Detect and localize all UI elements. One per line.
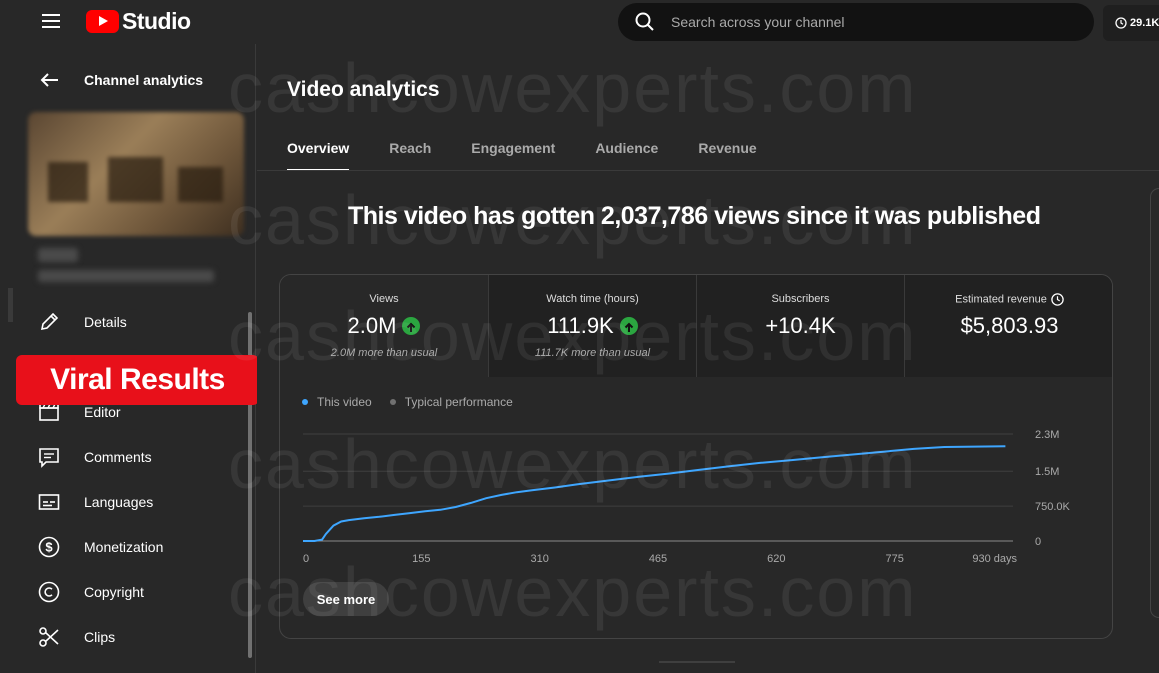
sidebar-item-label: Comments bbox=[84, 449, 152, 465]
metric-note: 2.0M more than usual bbox=[330, 347, 438, 359]
search-bar[interactable]: Search across your channel bbox=[618, 3, 1094, 41]
tab-overview[interactable]: Overview bbox=[287, 140, 350, 171]
legend-typical-performance: Typical performance bbox=[389, 395, 513, 409]
clock-icon bbox=[1051, 293, 1064, 306]
metric-value: 2.0M bbox=[347, 313, 397, 338]
y-tick-label: 750.0K bbox=[1035, 501, 1071, 513]
y-tick-label: 1.5M bbox=[1035, 466, 1059, 478]
next-card-edge bbox=[1150, 188, 1159, 618]
top-bar: Studio Search across your channel 29.1K bbox=[0, 0, 1159, 44]
menu-icon[interactable] bbox=[42, 14, 60, 28]
metric-note: 111.7K more than usual bbox=[534, 347, 651, 359]
series-line-this-video[interactable] bbox=[303, 445, 1006, 542]
sidebar-item-label: Copyright bbox=[84, 584, 144, 600]
sidebar-divider-mark bbox=[8, 288, 13, 322]
search-icon bbox=[635, 12, 654, 31]
metric-name: Watch time (hours) bbox=[546, 293, 639, 305]
svg-text:$: $ bbox=[45, 540, 53, 555]
sidebar-item-label: Monetization bbox=[84, 539, 164, 555]
see-more-button[interactable]: See more bbox=[303, 582, 389, 616]
sidebar-item-label: Clips bbox=[84, 629, 116, 645]
sidebar-item-languages[interactable]: Languages bbox=[38, 490, 153, 514]
sidebar-item-details[interactable]: Details bbox=[38, 310, 127, 334]
chart-legend: This video Typical performance bbox=[302, 395, 531, 409]
tab-audience[interactable]: Audience bbox=[595, 140, 659, 156]
studio-logo[interactable]: Studio bbox=[86, 8, 191, 35]
legend-label: Typical performance bbox=[404, 395, 513, 409]
x-tick-label: 155 bbox=[412, 553, 430, 565]
sidebar-item-comments[interactable]: Comments bbox=[38, 445, 152, 469]
metric-value: 111.9K bbox=[547, 313, 614, 338]
sidebar-item-label: Languages bbox=[84, 494, 154, 510]
viral-results-banner: Viral Results bbox=[16, 355, 259, 405]
metric-name: Views bbox=[369, 293, 399, 305]
x-tick-label: 930 days bbox=[972, 553, 1017, 565]
tab-engagement[interactable]: Engagement bbox=[471, 140, 556, 156]
sidebar-item-clips[interactable]: Clips bbox=[38, 625, 115, 649]
main-content: Video analytics Overview Reach Engagemen… bbox=[257, 44, 1159, 673]
metric-watch-time[interactable]: Watch time (hours) 111.9K 111.7K more th… bbox=[488, 275, 696, 377]
search-input[interactable]: Search across your channel bbox=[671, 14, 845, 30]
back-label: Channel analytics bbox=[84, 72, 204, 88]
back-to-channel-analytics[interactable]: Channel analytics bbox=[40, 72, 203, 88]
youtube-play-icon bbox=[86, 10, 119, 33]
x-tick-label: 465 bbox=[649, 553, 667, 565]
legend-this-video: This video bbox=[302, 395, 372, 409]
comment-icon bbox=[39, 448, 59, 468]
section-divider bbox=[659, 661, 735, 663]
y-tick-label: 2.3M bbox=[1035, 429, 1059, 441]
video-subtitle-blurred bbox=[38, 270, 214, 282]
scissors-icon bbox=[39, 627, 59, 647]
metric-subscribers[interactable]: Subscribers +10.4K bbox=[696, 275, 904, 377]
tab-revenue[interactable]: Revenue bbox=[698, 140, 757, 156]
metric-value: +10.4K bbox=[765, 313, 836, 338]
x-tick-label: 0 bbox=[303, 553, 309, 565]
trend-up-icon bbox=[402, 317, 421, 335]
back-arrow-icon bbox=[40, 73, 58, 87]
metric-estimated-revenue[interactable]: Estimated revenue $5,803.93 bbox=[904, 275, 1112, 377]
sidebar-item-copyright[interactable]: Copyright bbox=[38, 580, 144, 604]
metrics-row: Views 2.0M 2.0M more than usual Watch ti… bbox=[280, 275, 1112, 377]
tab-reach[interactable]: Reach bbox=[389, 140, 432, 156]
metric-value: $5,803.93 bbox=[960, 313, 1059, 338]
x-tick-label: 775 bbox=[885, 553, 903, 565]
metric-name: Estimated revenue bbox=[955, 293, 1047, 306]
analytics-tabs: Overview Reach Engagement Audience Reven… bbox=[287, 140, 797, 171]
video-thumbnail[interactable] bbox=[28, 112, 244, 236]
x-tick-label: 310 bbox=[530, 553, 548, 565]
trend-up-icon bbox=[619, 317, 638, 335]
dollar-circle-icon: $ bbox=[38, 536, 60, 558]
legend-label: This video bbox=[317, 395, 372, 409]
y-tick-label: 0 bbox=[1035, 536, 1041, 548]
pencil-icon bbox=[40, 312, 59, 331]
metric-name: Subscribers bbox=[771, 293, 830, 305]
x-tick-label: 620 bbox=[767, 553, 785, 565]
logo-text: Studio bbox=[122, 8, 191, 34]
sidebar-item-label: Editor bbox=[84, 404, 121, 420]
video-title-blurred bbox=[38, 248, 78, 262]
page-title: Video analytics bbox=[287, 78, 440, 101]
realtime-chip[interactable]: 29.1K bbox=[1103, 5, 1159, 41]
views-chart: 2.3M 1.5M 750.0K 0 0 155 310 465 620 775 930 days bbox=[303, 429, 1071, 565]
overview-card: Views 2.0M 2.0M more than usual Watch ti… bbox=[279, 274, 1113, 639]
copyright-icon bbox=[38, 581, 60, 603]
subtitles-icon bbox=[38, 494, 60, 510]
views-headline: This video has gotten 2,037,786 views si… bbox=[348, 202, 1041, 230]
sidebar-scrollbar[interactable] bbox=[248, 312, 252, 658]
sidebar-item-label: Details bbox=[84, 314, 127, 330]
sidebar-item-monetization[interactable]: $ Monetization bbox=[38, 535, 163, 559]
clock-icon bbox=[1115, 17, 1127, 29]
tabs-divider bbox=[257, 170, 1159, 171]
metric-views[interactable]: Views 2.0M 2.0M more than usual bbox=[280, 275, 488, 377]
realtime-value: 29.1K bbox=[1130, 17, 1159, 29]
